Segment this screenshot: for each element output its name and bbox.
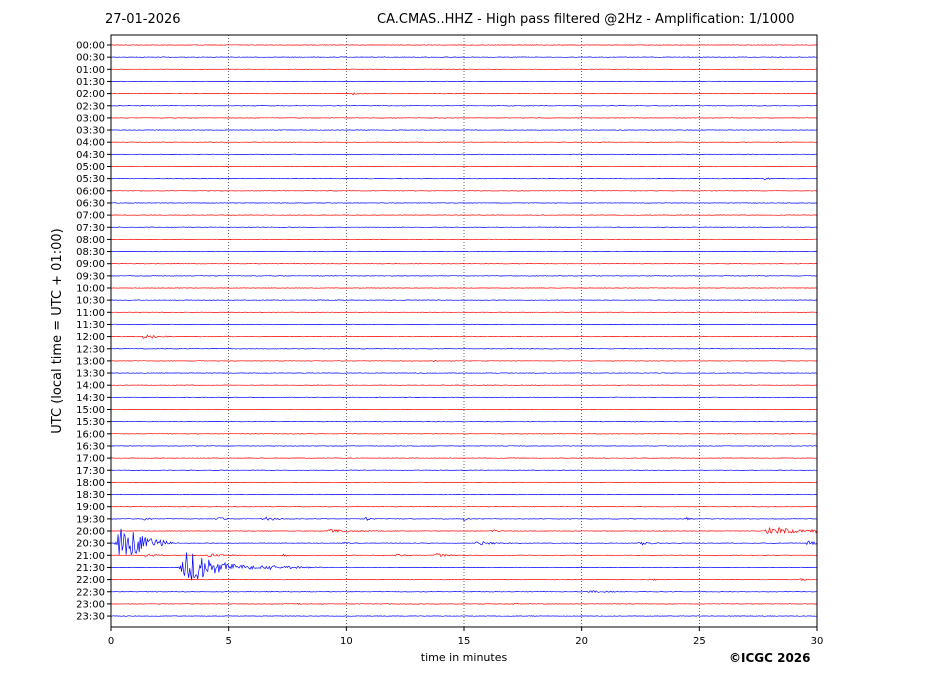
y-tick-label: 22:30 [76,587,105,598]
y-tick-label: 23:00 [76,599,105,610]
y-tick-label: 12:30 [76,344,105,355]
trace-row [110,396,818,398]
y-tick-label: 02:00 [76,89,105,100]
y-tick-label: 06:00 [76,186,105,197]
trace-row [110,348,818,350]
x-tick-label: 25 [693,636,706,647]
x-tick-label: 5 [225,636,231,647]
trace-row [110,421,818,423]
trace-row [110,528,818,556]
y-tick-label: 03:30 [76,126,105,137]
trace-row [110,469,818,471]
y-tick-label: 02:30 [76,101,105,112]
y-tick-label: 00:30 [76,53,105,64]
trace-row [110,334,818,339]
y-tick-label: 01:00 [76,65,105,76]
y-tick-label: 13:00 [76,356,105,367]
y-tick-label: 16:30 [76,441,105,452]
x-tick-label: 0 [108,636,114,647]
trace-row [111,323,818,326]
y-tick-label: 10:30 [76,296,105,307]
y-tick-label: 05:00 [76,162,105,173]
y-tick-label: 09:00 [76,259,105,270]
y-tick-label: 05:30 [76,174,105,185]
y-tick-label: 00:00 [76,41,105,52]
y-tick-label: 14:00 [76,381,105,392]
copyright-label: ©ICGC 2026 [729,651,811,665]
trace-row [110,372,818,374]
trace-row [110,275,818,277]
y-tick-label: 21:30 [76,563,105,574]
y-tick-label: 16:00 [76,429,105,440]
trace-row [111,445,818,447]
y-tick-label: 20:00 [76,527,105,538]
y-tick-label: 15:00 [76,405,105,416]
y-tick-label: 06:30 [76,198,105,209]
trace-row [110,553,818,558]
y-tick-label: 20:30 [76,539,105,550]
trace-row [111,505,818,508]
trace-row [110,590,818,594]
trace-row [110,602,818,605]
trace-row [110,299,818,301]
y-tick-label: 10:00 [76,284,105,295]
chart-title: CA.CMAS..HHZ - High pass filtered @2Hz -… [377,12,795,27]
trace-row [110,202,818,204]
x-tick-label: 10 [340,636,353,647]
trace-row [110,250,818,253]
y-tick-label: 11:00 [76,308,105,319]
date-label: 27-01-2026 [105,12,181,27]
y-tick-label: 08:00 [76,235,105,246]
trace-row [110,92,818,96]
x-tick-label: 30 [811,636,824,647]
trace-row [111,552,818,581]
trace-row [111,56,817,58]
y-tick-label: 14:30 [76,393,105,404]
y-tick-label: 11:30 [76,320,105,331]
trace-row [110,360,818,363]
y-tick-label: 19:00 [76,502,105,513]
y-tick-label: 12:00 [76,332,105,343]
y-tick-label: 07:30 [76,223,105,234]
trace-row [110,527,818,535]
y-tick-label: 17:30 [76,466,105,477]
y-tick-label: 04:00 [76,138,105,149]
x-axis-label: time in minutes [421,651,508,664]
y-tick-label: 22:00 [76,575,105,586]
y-tick-label: 15:30 [76,417,105,428]
y-tick-label: 03:00 [76,113,105,124]
x-tick-label: 20 [575,636,588,647]
y-tick-label: 18:30 [76,490,105,501]
trace-row [110,105,818,107]
y-tick-label: 09:30 [76,271,105,282]
y-tick-label: 04:30 [76,150,105,161]
trace-row [110,80,818,83]
y-tick-label: 13:30 [76,369,105,380]
y-tick-label: 17:00 [76,454,105,465]
trace-row [110,493,818,496]
y-tick-label: 23:30 [76,612,105,623]
y-tick-label: 19:30 [76,514,105,525]
trace-row [110,177,817,181]
y-tick-label: 08:30 [76,247,105,258]
y-axis-label: UTC (local time = UTC + 01:00) [50,228,65,433]
plot-frame [110,34,818,628]
trace-row [110,129,818,131]
x-tick-label: 15 [458,636,471,647]
y-tick-label: 21:00 [76,551,105,562]
y-tick-label: 07:00 [76,211,105,222]
trace-row [110,153,818,155]
trace-row [110,615,818,617]
trace-row [110,516,818,522]
trace-row [110,226,818,228]
y-tick-label: 01:30 [76,77,105,88]
trace-row [110,578,818,582]
y-tick-label: 18:00 [76,478,105,489]
